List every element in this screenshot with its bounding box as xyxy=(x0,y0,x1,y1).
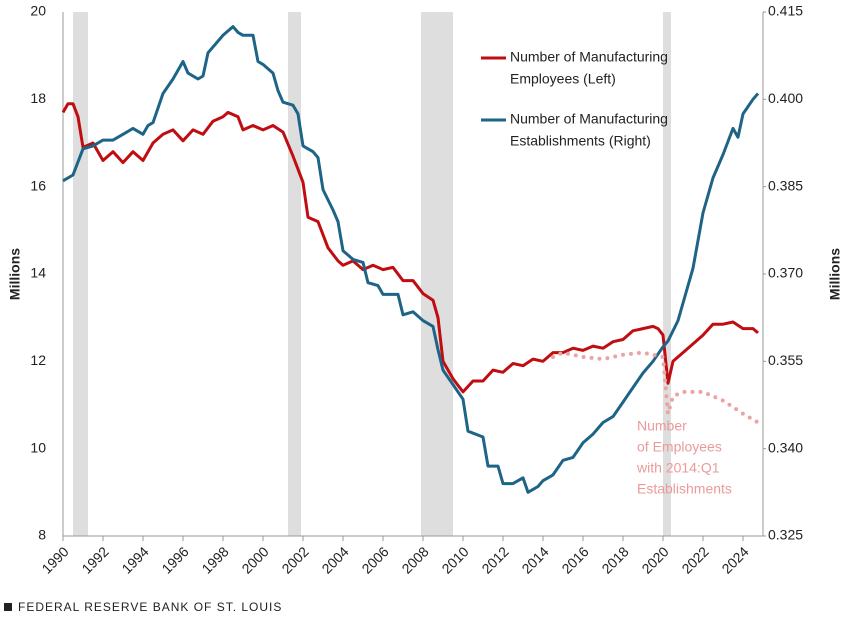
y-tick-label: 8 xyxy=(38,527,46,543)
dotted-line xyxy=(551,350,760,425)
recession-band xyxy=(663,12,671,536)
x-tick-label: 1998 xyxy=(198,543,231,576)
x-tick-label: 2002 xyxy=(278,543,311,576)
source-marker xyxy=(4,603,12,611)
y2-axis-label: Millions xyxy=(827,248,843,300)
x-tick-label: 2000 xyxy=(238,543,271,576)
legend-label: Number of Manufacturing xyxy=(510,111,668,127)
x-tick-label: 2012 xyxy=(478,543,511,576)
x-tick-label: 1996 xyxy=(158,543,191,576)
y-tick-label: 16 xyxy=(30,177,46,193)
y2-tick-label: 0.355 xyxy=(768,352,803,368)
line xyxy=(61,102,759,394)
y2-tick-label: 0.415 xyxy=(768,3,803,19)
y-axis-label: Millions xyxy=(7,248,23,300)
x-tick-label: 2014 xyxy=(518,543,551,576)
legend-label: Employees (Left) xyxy=(510,71,616,87)
y2-tick-label: 0.370 xyxy=(768,265,803,281)
line xyxy=(62,25,760,494)
x-tick-label: 1990 xyxy=(38,543,71,576)
annotation: with 2014:Q1 xyxy=(636,460,720,476)
annotation: Number xyxy=(637,418,687,434)
x-tick-label: 2020 xyxy=(638,543,671,576)
legend-label: Establishments (Right) xyxy=(510,133,651,149)
x-tick-label: 2022 xyxy=(678,543,711,576)
x-tick-label: 1992 xyxy=(78,543,111,576)
x-tick-label: 2010 xyxy=(438,543,471,576)
y-tick-label: 14 xyxy=(30,265,46,281)
x-tick-label: 2004 xyxy=(318,543,351,576)
x-tick-label: 2024 xyxy=(718,543,751,576)
recession-band xyxy=(288,12,301,536)
annotation: Establishments xyxy=(637,481,732,497)
y2-tick-label: 0.325 xyxy=(768,527,803,543)
x-tick-label: 2018 xyxy=(598,543,631,576)
legend-label: Number of Manufacturing xyxy=(510,49,668,65)
y-tick-label: 12 xyxy=(30,352,46,368)
y-tick-label: 20 xyxy=(30,3,46,19)
recession-band xyxy=(73,12,88,536)
recession-band xyxy=(421,12,453,536)
y-tick-label: 18 xyxy=(30,90,46,106)
source: FEDERAL RESERVE BANK OF ST. LOUIS xyxy=(18,600,282,614)
x-tick-label: 2008 xyxy=(398,543,431,576)
x-tick-label: 1994 xyxy=(118,543,151,576)
y2-tick-label: 0.400 xyxy=(768,90,803,106)
annotation: of Employees xyxy=(637,439,722,455)
y2-tick-label: 0.385 xyxy=(768,177,803,193)
y-tick-label: 10 xyxy=(30,439,46,455)
x-tick-label: 2006 xyxy=(358,543,391,576)
x-tick-label: 2016 xyxy=(558,543,591,576)
y2-tick-label: 0.340 xyxy=(768,439,803,455)
